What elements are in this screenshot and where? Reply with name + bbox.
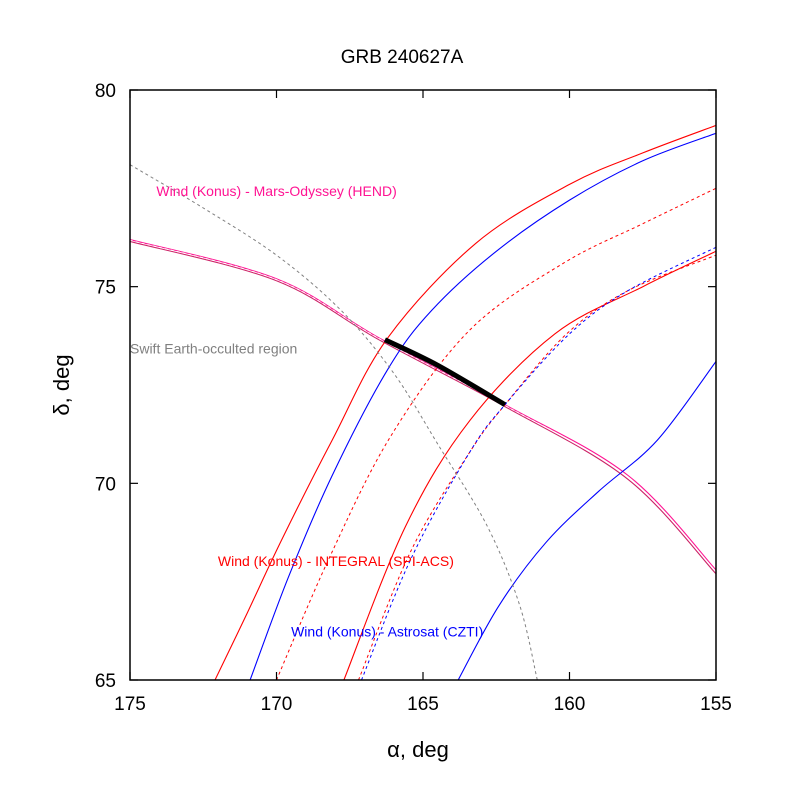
- plot-frame: [129, 89, 717, 681]
- series-1-line-3: [358, 254, 716, 680]
- annotation-2: Wind (Konus) - INTEGRAL (SPI-ACS): [218, 553, 454, 569]
- series-0-line-1: [130, 240, 716, 575]
- series-2-line-0: [249, 132, 716, 680]
- y-tick-label-3: 80: [95, 81, 116, 102]
- series-2-line-1: [361, 246, 716, 680]
- x-tick-label-0: 175: [114, 694, 146, 715]
- x-tick-label-4: 155: [700, 694, 732, 715]
- series-1-line-1: [276, 187, 716, 680]
- y-axis-label: δ, deg: [49, 354, 74, 415]
- x-axis-label: α, deg: [387, 737, 449, 762]
- series-1-line-0: [214, 124, 716, 680]
- ticks-layer: 175 170 165 160 155 65 70 75 80: [95, 81, 732, 715]
- series-0-line-0: [130, 238, 716, 571]
- annotations-layer: Wind (Konus) - Mars-Odyssey (HEND) Swift …: [130, 183, 483, 640]
- localization-segment: [383, 337, 507, 407]
- y-tick-label-0: 65: [95, 671, 116, 692]
- curves-layer: [130, 124, 716, 680]
- y-tick-label-1: 70: [95, 474, 116, 495]
- chart-title: GRB 240627A: [341, 47, 464, 68]
- series-3-line-0: [130, 164, 538, 680]
- series-1-line-2: [343, 250, 716, 680]
- x-tick-label-2: 165: [407, 694, 439, 715]
- x-tick-label-1: 170: [261, 694, 293, 715]
- annotation-1: Swift Earth-occulted region: [130, 341, 297, 357]
- annotation-0: Wind (Konus) - Mars-Odyssey (HEND): [156, 183, 396, 199]
- annotation-3: Wind (Konus) - Astrosat (CZTI): [291, 624, 483, 640]
- series-0-line-2: [130, 239, 716, 573]
- series-2-line-2: [457, 361, 716, 680]
- y-tick-label-2: 75: [95, 278, 116, 299]
- x-tick-label-3: 160: [554, 694, 586, 715]
